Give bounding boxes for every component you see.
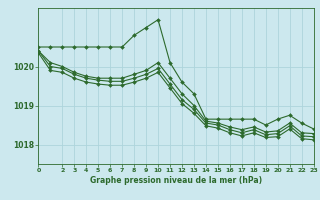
X-axis label: Graphe pression niveau de la mer (hPa): Graphe pression niveau de la mer (hPa) — [90, 176, 262, 185]
